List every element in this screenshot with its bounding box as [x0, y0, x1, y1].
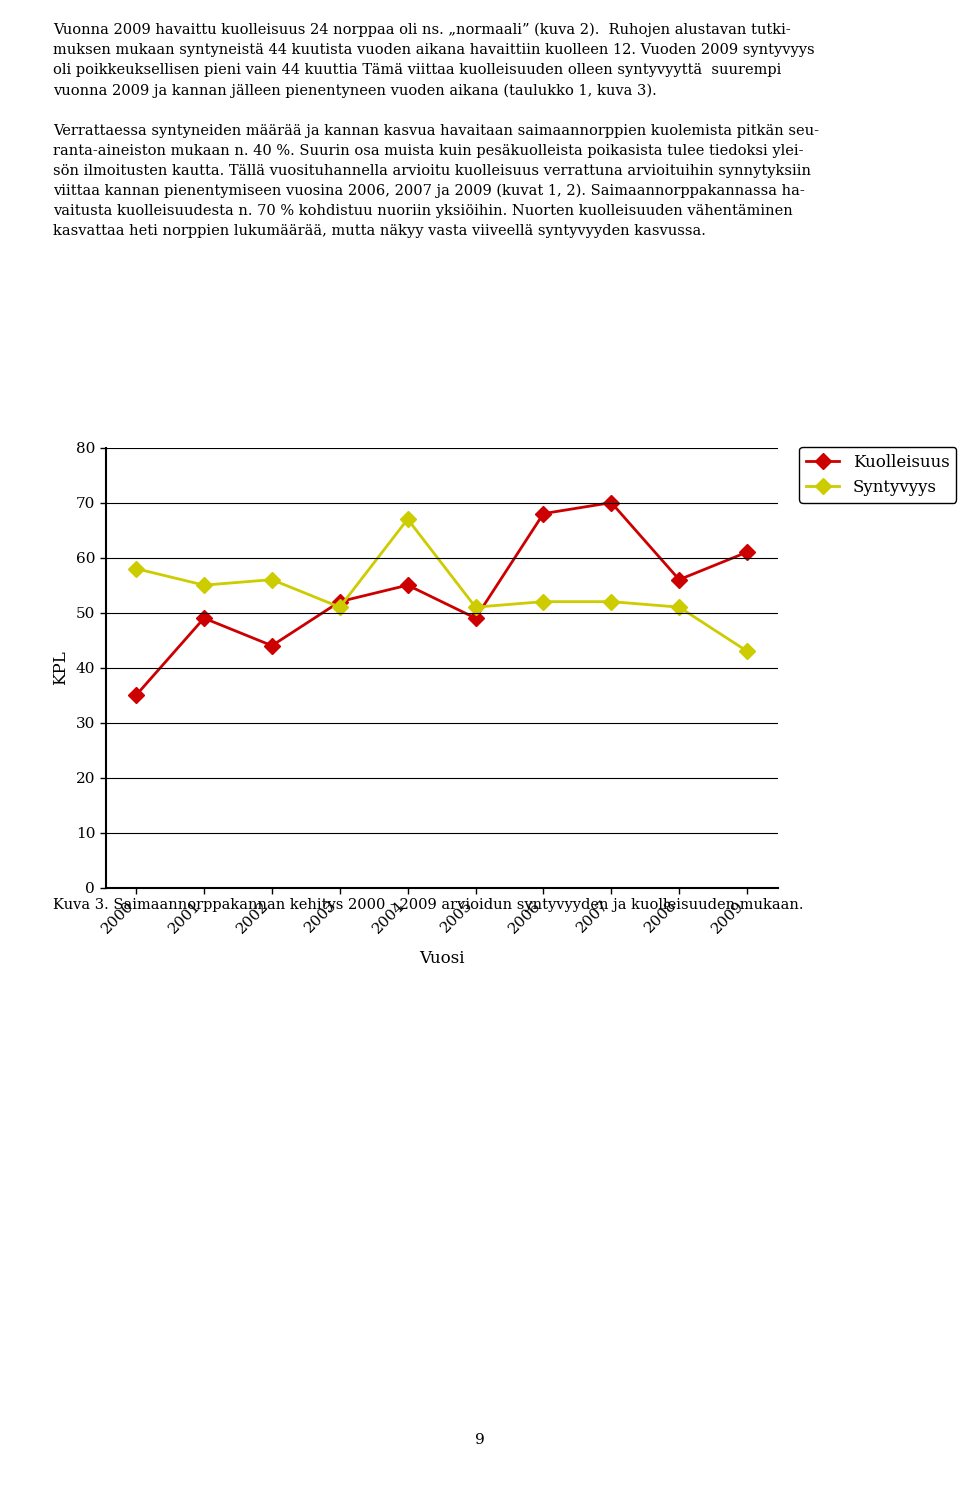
Kuolleisuus [334, 592, 346, 610]
Text: Kuva 3. Saimaannorppakannan kehitys 2000 - 2009 arvioidun syntyvyyden ja kuollei: Kuva 3. Saimaannorppakannan kehitys 2000… [53, 898, 804, 912]
Kuolleisuus [266, 637, 277, 655]
Syntyvyys [469, 598, 481, 616]
X-axis label: Vuosi: Vuosi [419, 949, 465, 967]
Kuolleisuus [131, 686, 142, 704]
Text: Vuonna 2009 havaittu kuolleisuus 24 norppaa oli ns. „normaali” (kuva 2).  Ruhoje: Vuonna 2009 havaittu kuolleisuus 24 norp… [53, 22, 819, 239]
Syntyvyys [199, 576, 210, 594]
Syntyvyys [606, 592, 617, 610]
Kuolleisuus [538, 504, 549, 522]
Syntyvyys [538, 592, 549, 610]
Kuolleisuus [606, 494, 617, 512]
Legend: Kuolleisuus, Syntyvyys: Kuolleisuus, Syntyvyys [800, 448, 956, 503]
Syntyvyys [266, 571, 277, 589]
Syntyvyys [131, 560, 142, 577]
Syntyvyys [334, 598, 346, 616]
Kuolleisuus [469, 609, 481, 627]
Syntyvyys [673, 598, 684, 616]
Kuolleisuus [402, 576, 414, 594]
Syntyvyys [741, 642, 753, 659]
Kuolleisuus [673, 571, 684, 589]
Line: Kuolleisuus: Kuolleisuus [131, 497, 753, 701]
Y-axis label: KPL: KPL [52, 651, 69, 685]
Text: 9: 9 [475, 1432, 485, 1447]
Kuolleisuus [199, 609, 210, 627]
Kuolleisuus [741, 543, 753, 561]
Line: Syntyvyys: Syntyvyys [131, 513, 753, 656]
Syntyvyys [402, 510, 414, 528]
